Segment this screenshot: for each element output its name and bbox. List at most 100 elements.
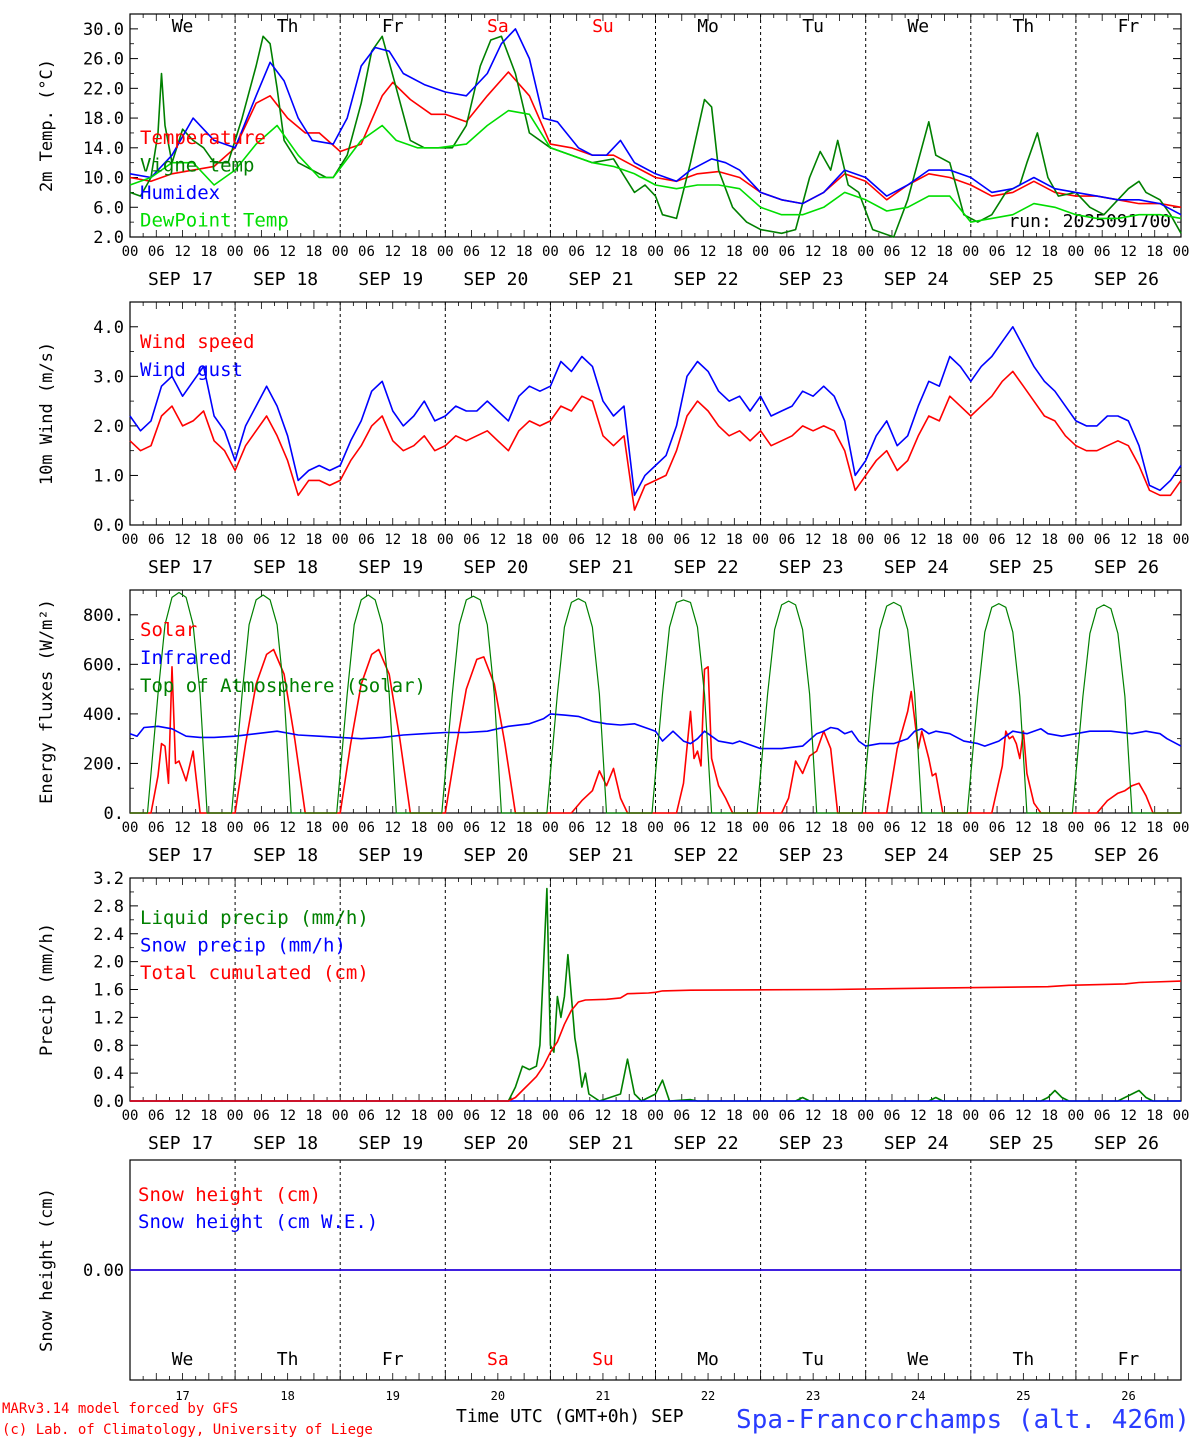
model-credit: MARv3.14 model forced by GFS	[2, 1401, 238, 1417]
temp-date-label: SEP 20	[463, 269, 528, 290]
panel-precip: 0.0 0.4 0.8 1.2 1.6 2.0 2.4 2.8 3.2 Precip (mm/h)…	[37, 869, 1189, 1154]
flux-date-label: SEP 21	[568, 845, 633, 866]
day-number-label: 20	[491, 1389, 505, 1403]
weekday-label: Sa	[487, 1349, 509, 1370]
precip-hour-label: 18	[305, 1108, 322, 1124]
wind-hour-label: 00	[122, 532, 139, 548]
wind-series-wind-speed	[129, 370, 1182, 511]
wind-hour-label: 12	[384, 532, 401, 548]
precip-hour-label: 06	[463, 1108, 480, 1124]
precip-date-label: SEP 18	[253, 1133, 318, 1154]
precip-hour-label: 18	[621, 1108, 638, 1124]
precip-date-label: SEP 19	[358, 1133, 423, 1154]
precip-hour-label: 06	[884, 1108, 901, 1124]
flux-hour-label: 12	[1015, 820, 1032, 836]
precip-hour-label: 12	[1120, 1108, 1137, 1124]
flux-hour-label: 12	[489, 820, 506, 836]
flux-hour-label: 06	[778, 820, 795, 836]
wind-hour-label: 12	[174, 532, 191, 548]
wind-date-label: SEP 20	[463, 557, 528, 578]
wind-hour-label: 12	[1015, 532, 1032, 548]
temp-hour-label: 18	[831, 244, 848, 260]
temp-hour-label: 18	[305, 244, 322, 260]
precip-hour-label: 00	[647, 1108, 664, 1124]
day-number-label: 25	[1016, 1389, 1030, 1403]
temp-date-label: SEP 17	[148, 269, 213, 290]
precip-hour-label: 00	[122, 1108, 139, 1124]
temp-hour-label: 12	[279, 244, 296, 260]
temp-hour-label: 06	[463, 244, 480, 260]
temp-hour-label: 00	[857, 244, 874, 260]
precip-hour-label: 06	[568, 1108, 585, 1124]
precip-hour-label: 06	[778, 1108, 795, 1124]
precip-date-label: SEP 25	[989, 1133, 1054, 1154]
temp-hour-label: 06	[253, 244, 270, 260]
flux-hour-label: 18	[621, 820, 638, 836]
temp-hour-label: 18	[621, 244, 638, 260]
flux-hour-label: 00	[857, 820, 874, 836]
panel-temp: 2.0 6.0 10.0 14.0 18.0 22.0 26.0 30.0 2m Temp. (…	[37, 13, 1189, 290]
wind-date-label: SEP 17	[148, 557, 213, 578]
day-number-label: 24	[911, 1389, 925, 1403]
wind-hour-label: 06	[1094, 532, 1111, 548]
precip-y-tick-label: 0.0	[93, 1092, 124, 1112]
weekday-label: Th	[277, 16, 299, 37]
temp-date-label: SEP 21	[568, 269, 633, 290]
flux-legend-entry: Solar	[140, 619, 197, 641]
flux-date-label: SEP 18	[253, 845, 318, 866]
flux-hour-label: 18	[726, 820, 743, 836]
flux-hour-label: 00	[647, 820, 664, 836]
precip-hour-label: 18	[1041, 1108, 1058, 1124]
flux-hour-label: 18	[1146, 820, 1163, 836]
weekday-label: Mo	[697, 1349, 719, 1370]
precip-hour-label: 00	[227, 1108, 244, 1124]
wind-hour-label: 18	[411, 532, 428, 548]
precip-hour-label: 18	[936, 1108, 953, 1124]
flux-hour-label: 18	[411, 820, 428, 836]
wind-hour-label: 12	[1120, 532, 1137, 548]
temp-date-label: SEP 18	[253, 269, 318, 290]
day-number-label: 18	[280, 1389, 294, 1403]
wind-hour-label: 18	[936, 532, 953, 548]
flux-legend-entry: Top of Atmosphere (Solar)	[140, 675, 426, 697]
precip-hour-label: 18	[831, 1108, 848, 1124]
temp-hour-label: 06	[884, 244, 901, 260]
precip-series-liquid-precip-mm-h-	[130, 887, 1181, 1102]
precip-date-label: SEP 20	[463, 1133, 528, 1154]
precip-hour-label: 12	[805, 1108, 822, 1124]
temp-hour-label: 06	[989, 244, 1006, 260]
precip-hour-label: 00	[437, 1108, 454, 1124]
snow-legend-entry: Snow height (cm)	[138, 1184, 321, 1206]
wind-hour-label: 12	[910, 532, 927, 548]
temp-hour-label: 18	[516, 244, 533, 260]
precip-hour-label: 12	[595, 1108, 612, 1124]
wind-hour-label: 18	[516, 532, 533, 548]
wind-hour-label: 00	[752, 532, 769, 548]
precip-series-total-cumulated-cm-	[130, 980, 1182, 1102]
temp-legend-entry: Temperature	[140, 127, 266, 149]
temp-hour-label: 12	[1015, 244, 1032, 260]
precip-hour-label: 12	[700, 1108, 717, 1124]
wind-y-axis-label: 10m Wind (m/s)	[37, 342, 57, 485]
precip-hour-label: 18	[411, 1108, 428, 1124]
precip-hour-label: 12	[489, 1108, 506, 1124]
temp-date-label: SEP 22	[674, 269, 739, 290]
temp-frame	[129, 13, 1182, 238]
flux-date-label: SEP 20	[463, 845, 528, 866]
day-number-label: 23	[806, 1389, 820, 1403]
wind-hour-label: 12	[700, 532, 717, 548]
temp-y-tick-label: 2.0	[93, 228, 124, 248]
precip-hour-label: 06	[1094, 1108, 1111, 1124]
station-title: Spa-Francorchamps (alt. 426m)	[736, 1405, 1190, 1435]
flux-hour-label: 18	[200, 820, 217, 836]
flux-hour-label: 18	[516, 820, 533, 836]
flux-y-tick-label: 200.	[83, 754, 124, 774]
precip-hour-label: 18	[726, 1108, 743, 1124]
temp-hour-label: 12	[700, 244, 717, 260]
precip-hour-label: 06	[673, 1108, 690, 1124]
wind-hour-label: 12	[279, 532, 296, 548]
flux-hour-label: 18	[936, 820, 953, 836]
precip-hour-label: 00	[542, 1108, 559, 1124]
precip-hour-label: 12	[174, 1108, 191, 1124]
precip-hour-label: 12	[1015, 1108, 1032, 1124]
